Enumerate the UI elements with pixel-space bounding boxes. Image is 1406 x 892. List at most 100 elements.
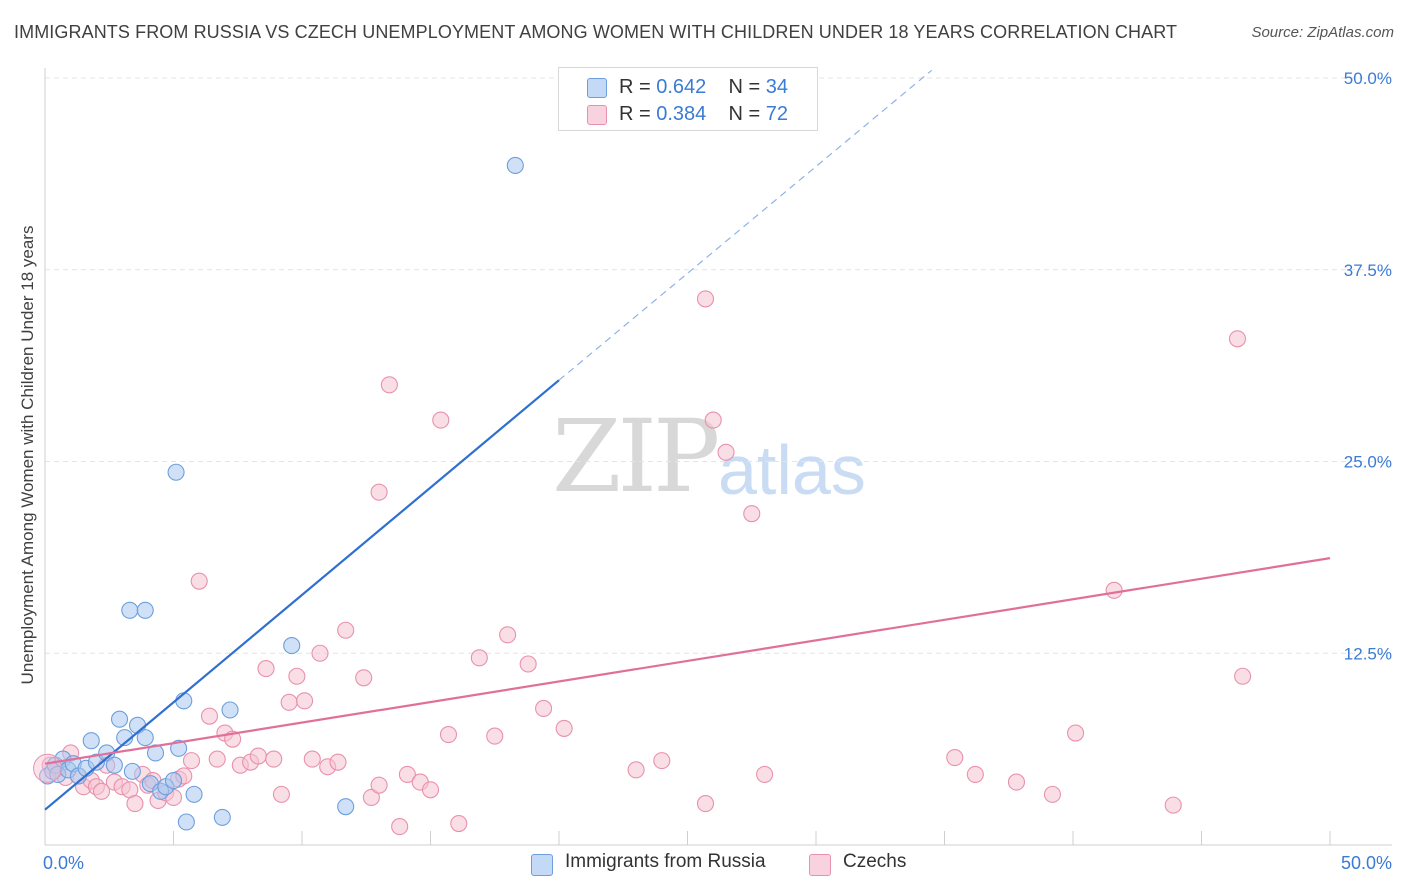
czech-point: [257, 660, 275, 678]
russia-point: [164, 772, 183, 790]
czech-point: [182, 752, 201, 770]
bottom-legend-swatch-russia: [531, 854, 553, 876]
russia-point: [82, 732, 100, 750]
czech-point: [1043, 785, 1061, 803]
russia-point: [185, 785, 203, 803]
czech-point: [696, 290, 715, 308]
russia-point: [123, 762, 141, 780]
czech-point: [126, 795, 144, 813]
czech-point: [966, 765, 984, 783]
czech-point: [1234, 667, 1252, 685]
czech-point: [265, 750, 283, 768]
watermark-atlas: atlas: [718, 431, 866, 509]
russia-point: [170, 739, 188, 757]
legend-r-value-czechs: 0.384: [656, 103, 707, 125]
legend-swatch-czechs: [587, 105, 607, 125]
czech-point: [391, 818, 409, 836]
czech-point: [486, 727, 504, 745]
russia-point: [167, 463, 185, 481]
czech-point: [296, 692, 314, 710]
y-axis-label: Unemployment Among Women with Children U…: [18, 225, 37, 685]
czech-point: [432, 411, 450, 429]
russia-point: [121, 601, 139, 619]
czech-point: [696, 795, 715, 813]
y-tick-label: 50.0%: [1344, 69, 1392, 88]
czech-point: [439, 726, 458, 744]
czech-point: [249, 747, 267, 765]
legend-n-value-czechs: 72: [765, 103, 789, 125]
legend-n-label: N =: [728, 76, 761, 98]
czech-point: [946, 749, 964, 767]
russia-point: [221, 701, 239, 719]
legend-n-value-russia: 34: [765, 76, 789, 98]
czech-point: [362, 788, 380, 806]
czech-point: [421, 781, 440, 799]
czech-point: [280, 693, 298, 711]
russia-point: [175, 692, 193, 710]
y-tick-label: 25.0%: [1344, 453, 1392, 472]
czech-point: [499, 626, 517, 644]
russia-point: [110, 710, 129, 728]
russia-point: [213, 808, 231, 826]
source-credit: Source: ZipAtlas.com: [1251, 24, 1394, 41]
czech-point: [380, 376, 398, 394]
czech-point: [200, 707, 219, 725]
czech-point: [303, 750, 321, 768]
bottom-legend-label-russia: Immigrants from Russia: [565, 851, 766, 872]
russia-point: [177, 813, 195, 831]
czech-point: [704, 411, 722, 429]
czech-point: [555, 719, 573, 737]
russia-trend-line: [44, 379, 560, 811]
russia-point: [283, 637, 301, 655]
czech-point: [627, 761, 645, 779]
legend-r-label: R =: [619, 76, 651, 98]
czech-point: [535, 699, 553, 718]
czech-point: [190, 572, 208, 590]
watermark-zip: ZIP: [552, 398, 720, 515]
czech-point: [1228, 330, 1247, 348]
czech-point: [329, 753, 347, 771]
czech-point: [398, 765, 416, 783]
czech-point: [743, 505, 761, 523]
legend-swatch-russia: [587, 78, 607, 98]
chart-title: IMMIGRANTS FROM RUSSIA VS CZECH UNEMPLOY…: [14, 22, 1178, 42]
czech-point: [370, 483, 388, 501]
czech-point: [653, 752, 671, 770]
russia-trend-extension: [558, 69, 933, 381]
czech-point: [208, 750, 226, 768]
legend-n-label: N =: [728, 103, 761, 125]
russia-point: [506, 156, 524, 174]
czech-point: [470, 649, 488, 667]
czech-point: [1164, 796, 1182, 814]
x-tick-label: 50.0%: [1341, 853, 1392, 873]
russia-point: [337, 798, 355, 816]
x-tick-label: 0.0%: [43, 853, 84, 873]
czech-point: [311, 644, 329, 662]
czech-point: [717, 443, 735, 461]
correlation-legend: R = 0.642 N = 34 R = 0.384 N = 72: [558, 67, 818, 131]
czech-point-cluster: [33, 753, 63, 783]
czech-point: [450, 814, 468, 833]
czech-trend-line: [44, 557, 1331, 765]
bottom-legend-swatch-czechs: [809, 854, 831, 876]
czech-point: [337, 621, 355, 639]
legend-r-value-russia: 0.642: [656, 76, 707, 98]
czech-point: [756, 765, 774, 783]
czech-point: [288, 667, 306, 685]
czech-point: [1067, 724, 1085, 742]
czech-point: [92, 782, 111, 800]
czech-point: [355, 669, 373, 687]
russia-point: [136, 729, 154, 747]
czech-point: [519, 655, 537, 673]
russia-point: [136, 601, 154, 619]
bottom-legend-label-czechs: Czechs: [843, 851, 907, 872]
czech-point: [1007, 773, 1026, 791]
y-tick-label: 37.5%: [1344, 261, 1392, 280]
y-tick-label: 12.5%: [1344, 644, 1392, 663]
russia-point: [105, 756, 123, 774]
czech-point: [1105, 581, 1123, 599]
legend-r-label: R =: [619, 103, 651, 125]
czech-point: [272, 785, 290, 803]
czech-point: [370, 776, 388, 794]
